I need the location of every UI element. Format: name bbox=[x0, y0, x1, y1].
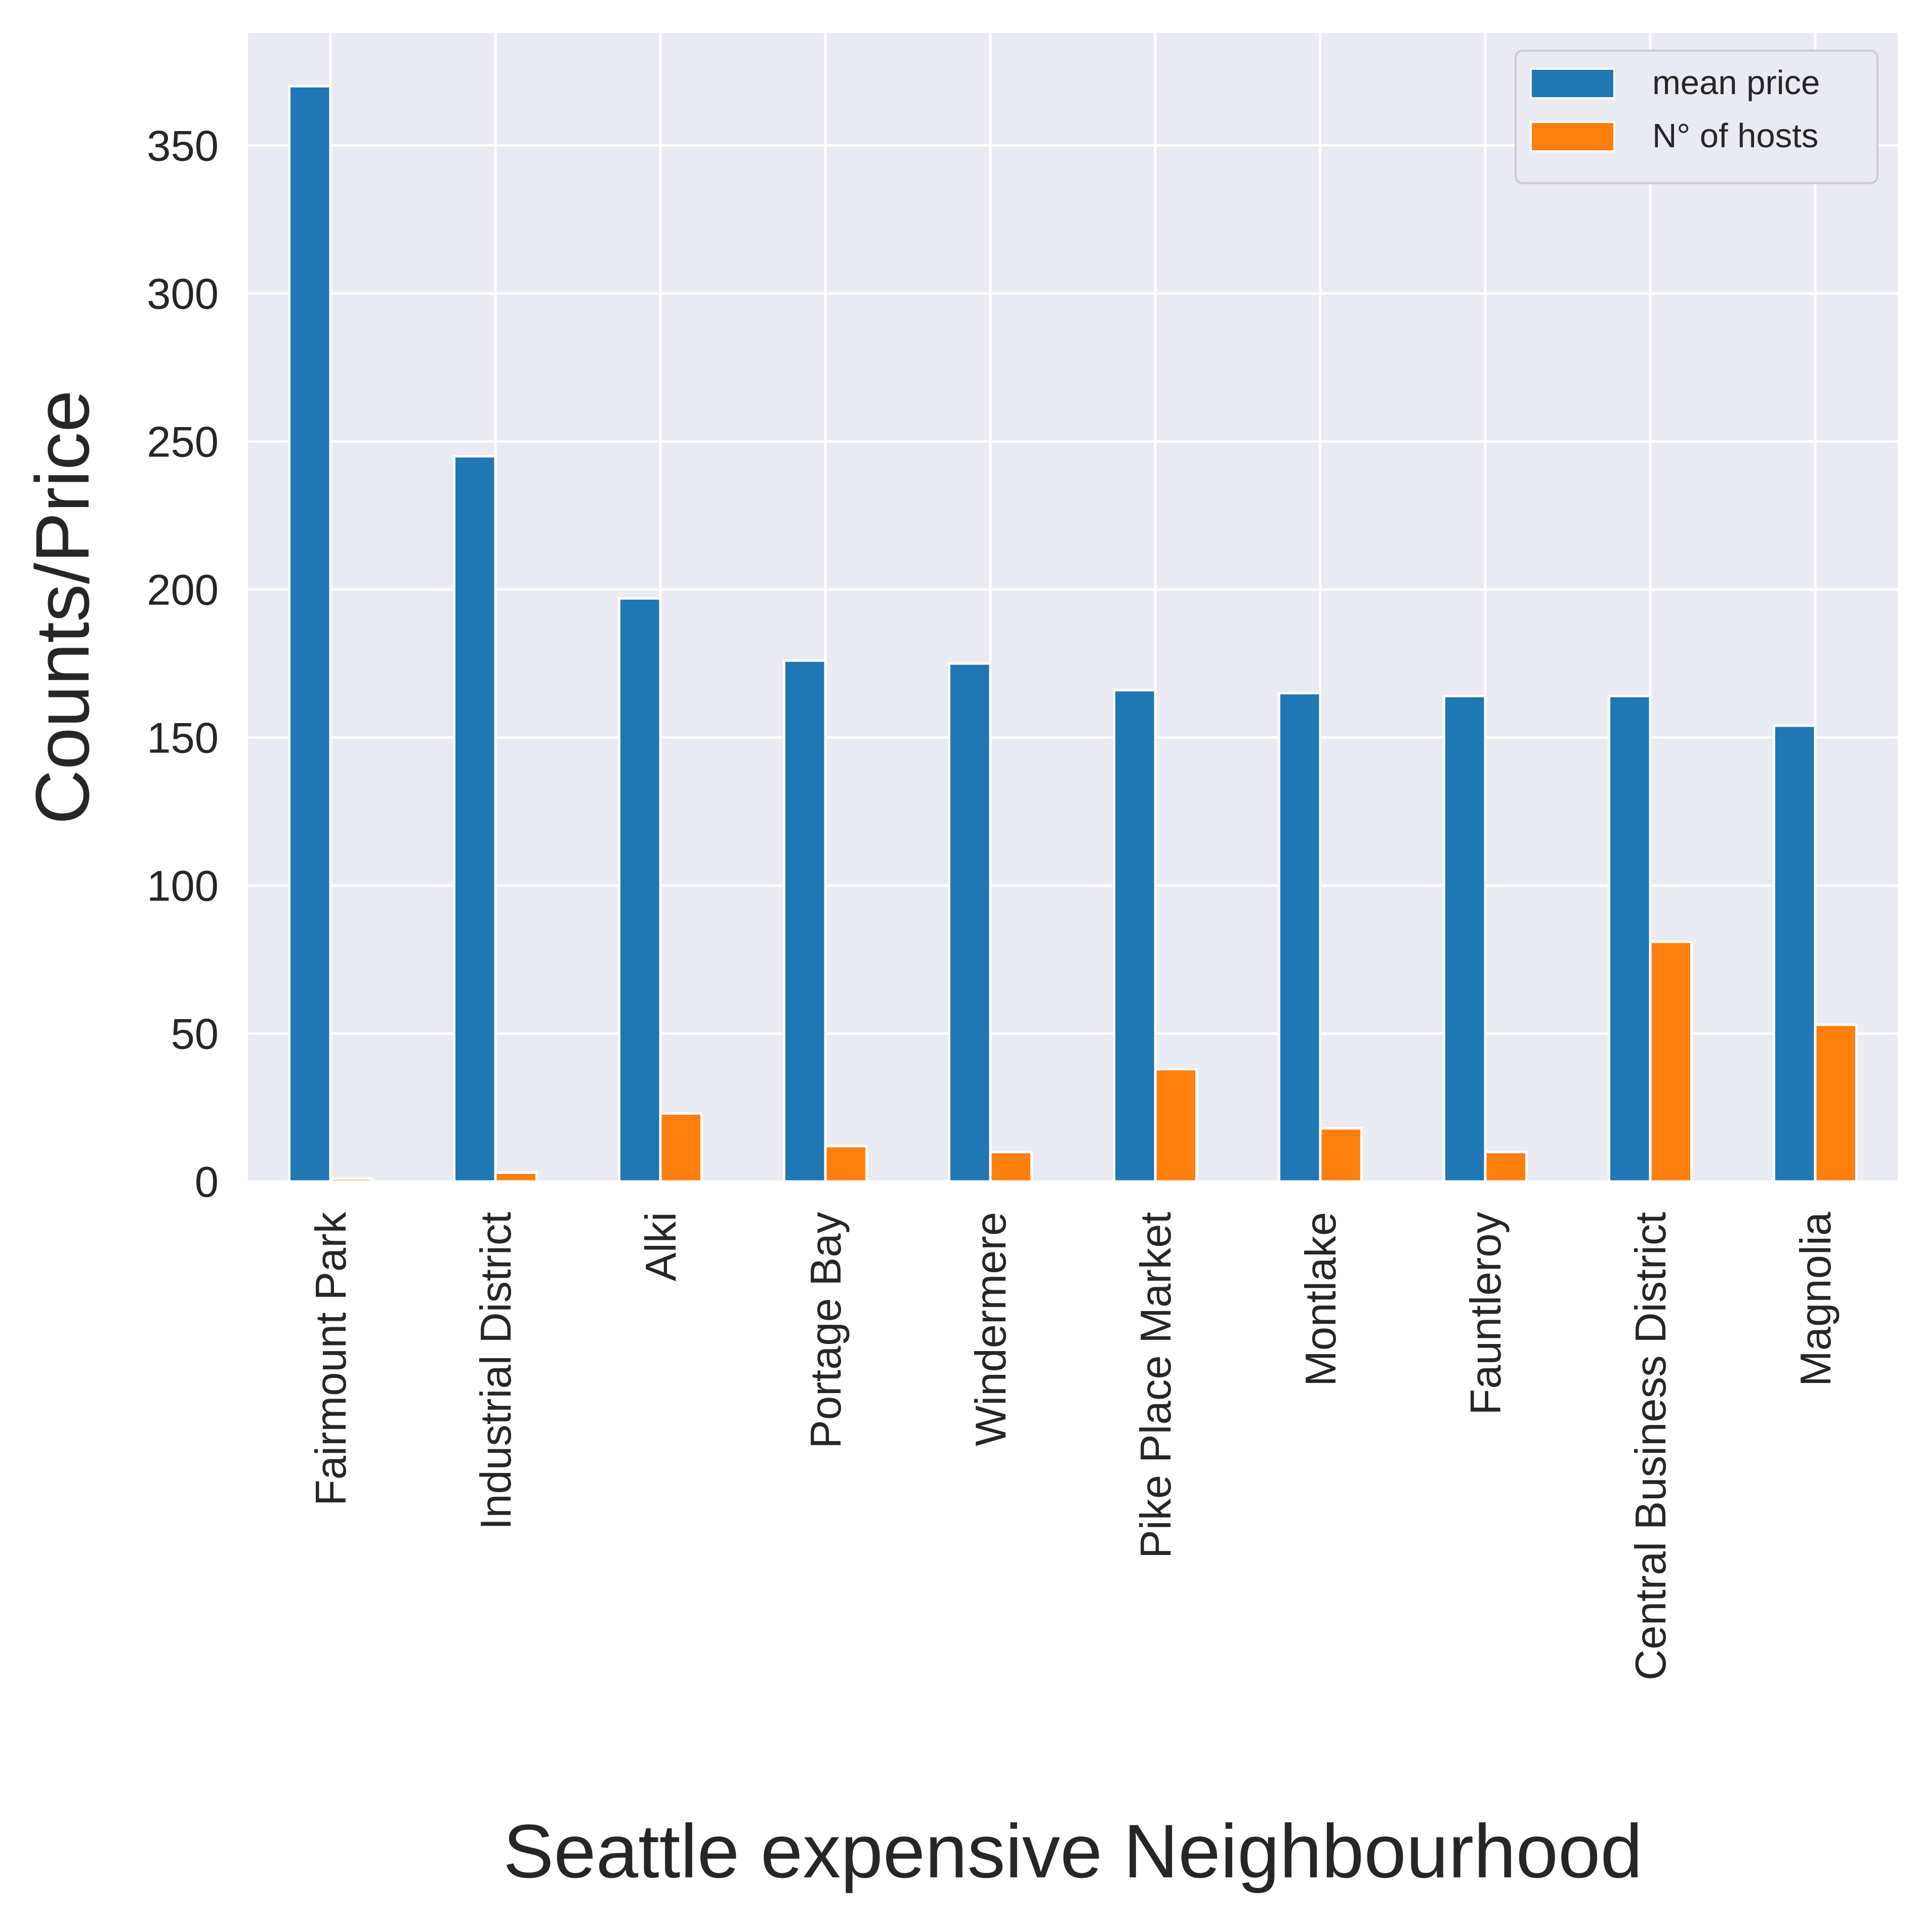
bar-hosts bbox=[329, 1177, 373, 1183]
x-tick-label: Pike Place Market bbox=[1132, 1212, 1180, 1559]
bar-mean-price bbox=[453, 455, 497, 1183]
x-tick-label: Fauntleroy bbox=[1462, 1212, 1510, 1415]
bar-hosts bbox=[659, 1112, 703, 1183]
bar-hosts bbox=[824, 1145, 868, 1183]
bar-hosts bbox=[1814, 1023, 1858, 1183]
legend-swatch bbox=[1530, 68, 1615, 99]
bar-hosts bbox=[494, 1171, 538, 1183]
y-axis-title: Counts/Price bbox=[20, 390, 105, 825]
y-axis-ticks: 0 50 100 150 200 250 300 350 bbox=[147, 122, 219, 1206]
y-tick-label: 300 bbox=[147, 270, 219, 318]
bar-hosts bbox=[1484, 1150, 1528, 1183]
bar-mean-price bbox=[618, 597, 662, 1183]
bar-mean-price bbox=[1608, 695, 1652, 1183]
bar-mean-price bbox=[288, 85, 332, 1183]
bar-mean-price bbox=[783, 659, 827, 1183]
y-tick-label: 350 bbox=[147, 122, 219, 170]
y-tick-label: 200 bbox=[147, 566, 219, 614]
bar-hosts bbox=[989, 1150, 1033, 1183]
x-tick-label: Portage Bay bbox=[802, 1212, 850, 1449]
x-axis-title: Seattle expensive Neighbourhood bbox=[503, 1809, 1643, 1894]
bar-hosts bbox=[1154, 1068, 1198, 1183]
bars bbox=[288, 85, 1858, 1183]
y-tick-label: 100 bbox=[147, 862, 219, 910]
legend-label: N° of hosts bbox=[1652, 117, 1818, 155]
x-tick-label: Industrial District bbox=[472, 1212, 520, 1530]
bar-mean-price bbox=[1773, 724, 1817, 1183]
y-tick-label: 150 bbox=[147, 714, 219, 762]
y-tick-label: 0 bbox=[195, 1158, 219, 1206]
x-tick-label: Magnolia bbox=[1792, 1211, 1840, 1387]
bar-mean-price bbox=[1113, 689, 1157, 1183]
legend: mean price N° of hosts bbox=[1515, 50, 1878, 184]
x-tick-label: Windermere bbox=[967, 1212, 1015, 1446]
x-axis-ticks: Fairmount Park Industrial District Alki Por… bbox=[307, 1211, 1840, 1681]
bar-mean-price bbox=[1443, 695, 1487, 1183]
x-tick-label: Fairmount Park bbox=[307, 1212, 355, 1506]
bar-hosts bbox=[1649, 940, 1693, 1183]
x-tick-label: Montlake bbox=[1297, 1212, 1345, 1387]
x-tick-label: Alki bbox=[637, 1212, 685, 1281]
bar-hosts bbox=[1319, 1127, 1363, 1183]
y-tick-label: 250 bbox=[147, 418, 219, 466]
bar-mean-price bbox=[948, 662, 992, 1183]
legend-swatch bbox=[1530, 121, 1615, 152]
legend-label: mean price bbox=[1652, 64, 1820, 102]
y-tick-label: 50 bbox=[171, 1010, 219, 1058]
bar-mean-price bbox=[1278, 692, 1322, 1183]
x-tick-label: Central Business District bbox=[1627, 1212, 1675, 1681]
